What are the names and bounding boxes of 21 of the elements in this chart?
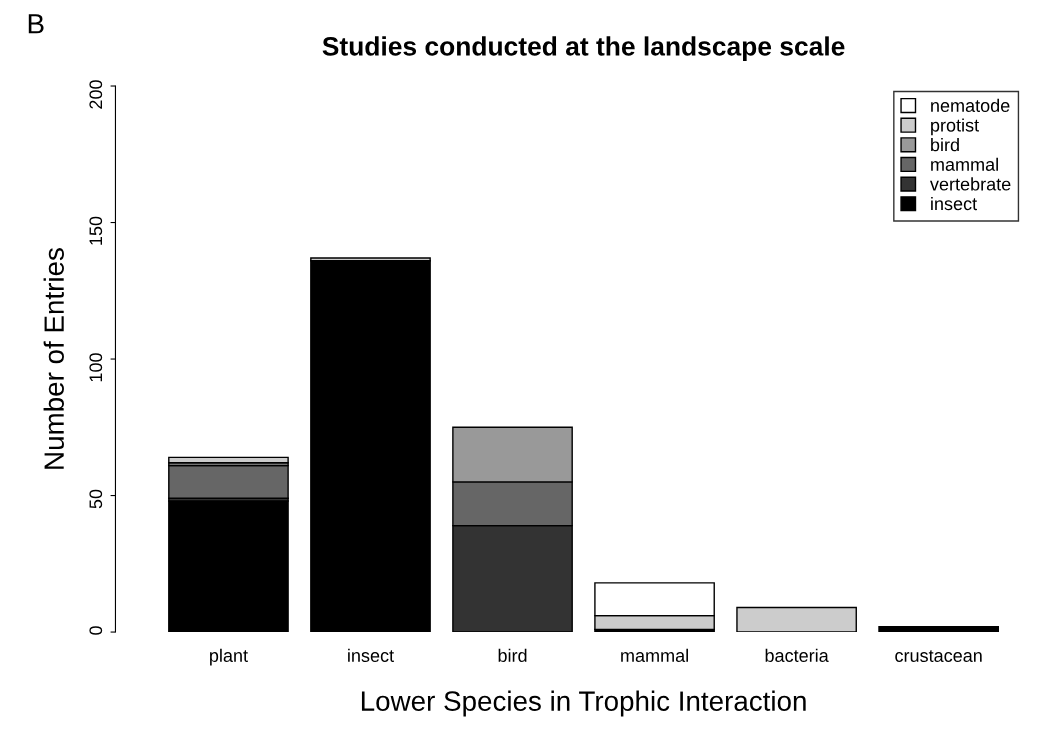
y-tick-label: 200	[89, 80, 103, 109]
legend-label: mammal	[931, 157, 998, 171]
y-tick-label: 150	[89, 216, 103, 245]
text: B	[28, 14, 44, 34]
chart-title: Studies conducted at the landscape scale	[322, 36, 845, 61]
legend-label: nematode	[931, 98, 1010, 113]
legend-label: bird	[931, 138, 959, 152]
x-tick-label: bacteria	[765, 648, 829, 662]
legend-label: vertebrate	[930, 177, 1011, 191]
x-tick-label: mammal	[621, 648, 688, 662]
y-tick-label: 100	[89, 353, 103, 382]
x-axis-title: Lower Species in Trophic Interaction	[361, 690, 806, 717]
legend-label: protist	[931, 118, 979, 136]
y-tick-label: 0	[89, 626, 103, 635]
x-tick-label: crustacean	[895, 650, 982, 662]
legend-label: insect	[931, 196, 977, 211]
y-axis-title: Number of Entries	[43, 248, 64, 469]
x-tick-label: insect	[348, 648, 394, 662]
y-tick-label: 50	[89, 489, 103, 509]
x-tick-label: bird	[498, 648, 527, 662]
x-tick-label: plant	[210, 648, 248, 666]
